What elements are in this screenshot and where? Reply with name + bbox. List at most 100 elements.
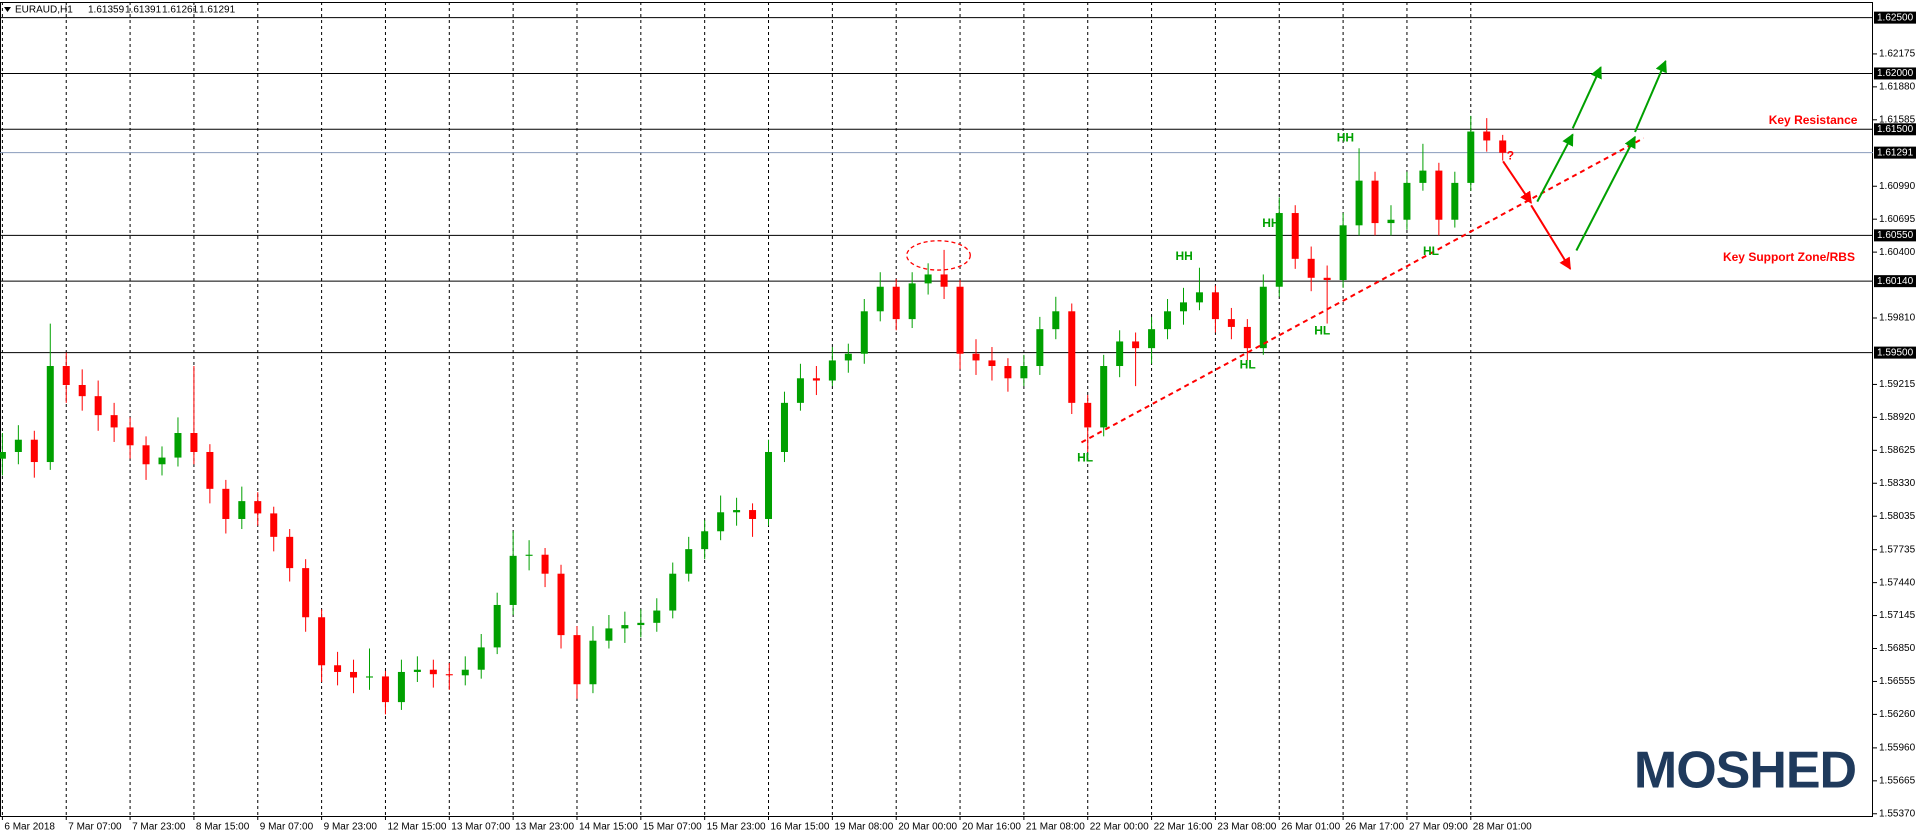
candle-body (908, 283, 916, 320)
candle-body (972, 353, 980, 361)
hl-label: HL (1077, 450, 1093, 464)
level-label: 1.59500 (1877, 347, 1914, 358)
candle-body (365, 676, 373, 678)
candle-body (573, 635, 581, 685)
y-tick-label: 1.59215 (1879, 379, 1916, 390)
level-box (1874, 229, 1916, 242)
candle-body (30, 439, 38, 463)
x-tick-label: 22 Mar 16:00 (1154, 822, 1213, 833)
candle-body (1179, 302, 1187, 312)
level-box (1874, 67, 1916, 80)
bullish-arrow (1634, 59, 1667, 133)
candle-body (1084, 402, 1092, 428)
question-mark: ? (1507, 149, 1514, 163)
bullish-arrow (1536, 133, 1574, 203)
candle-body (605, 628, 613, 641)
candle-body (1419, 170, 1427, 183)
candle-body (1004, 366, 1012, 379)
candle-body (0, 451, 6, 459)
candle-body (892, 286, 900, 320)
x-tick-label: 7 Mar 07:00 (68, 822, 122, 833)
candle-body (812, 378, 820, 381)
x-tick-label: 21 Mar 08:00 (1026, 822, 1085, 833)
y-tick-label: 1.59810 (1879, 313, 1916, 324)
bearish-arrow (1530, 204, 1572, 270)
candle-body (780, 402, 788, 452)
candle-body (142, 445, 150, 465)
candle-body (126, 427, 134, 446)
candle-body (525, 554, 533, 556)
candle-body (413, 669, 421, 672)
x-tick-label: 27 Mar 09:00 (1409, 822, 1468, 833)
candle-body (302, 568, 310, 618)
y-tick-label: 1.61585 (1879, 114, 1916, 125)
candle-body (956, 286, 964, 354)
candle-body (1100, 366, 1108, 428)
y-tick-label: 1.58625 (1879, 445, 1916, 456)
hh-label: HH (1337, 130, 1354, 144)
y-tick-label: 1.61880 (1879, 82, 1916, 93)
level-label: 1.60550 (1877, 230, 1914, 241)
bearish-arrow (1502, 160, 1532, 204)
candle-body (1483, 131, 1491, 141)
y-tick-label: 1.55960 (1879, 743, 1916, 754)
level-label: 1.62500 (1877, 12, 1914, 23)
candle-body (1195, 292, 1203, 303)
candle-body (206, 451, 214, 489)
axes: 6 Mar 2018 7 Mar 07:00 7 Mar 23:00 8 Mar 15… (1, 11, 1916, 833)
candles (0, 115, 1507, 715)
candle-body (509, 555, 517, 605)
candle-body (685, 549, 693, 574)
y-tick-label: 1.55665 (1879, 775, 1916, 786)
candle-body (701, 531, 709, 550)
candle-body (350, 671, 358, 678)
candle-body (1052, 311, 1060, 330)
candle-body (988, 360, 996, 367)
symbol: EURAUD,H1 (15, 5, 73, 16)
candle-body (844, 353, 852, 361)
candle-body (477, 647, 485, 670)
candle-body (1211, 292, 1219, 320)
candle-body (637, 622, 645, 626)
x-tick-label: 15 Mar 07:00 (643, 822, 702, 833)
candle-body (669, 573, 677, 611)
x-tick-label: 26 Mar 01:00 (1281, 822, 1340, 833)
candle-body (765, 451, 773, 519)
candle-body (924, 274, 932, 284)
candle-body (62, 366, 70, 385)
candle-body (381, 676, 389, 703)
x-tick-label: 15 Mar 23:00 (707, 822, 766, 833)
candle-body (1291, 213, 1299, 259)
candle-body (254, 501, 262, 514)
candle-body (1036, 329, 1044, 367)
x-tick-label: 16 Mar 15:00 (771, 822, 830, 833)
candle-body (1499, 140, 1507, 153)
candle-body (940, 274, 948, 287)
ohlc-value: 1.61291 (199, 5, 236, 16)
level-box (1874, 275, 1916, 288)
last-price-label: 1.61291 (1877, 147, 1914, 158)
level-label: 1.62000 (1877, 68, 1914, 79)
bullish-arrow (1571, 66, 1602, 129)
hh-label: HH (1262, 216, 1279, 230)
candle-body (334, 665, 342, 672)
candle-body (222, 488, 230, 519)
candle-body (1467, 131, 1475, 183)
candle-body (270, 513, 278, 537)
y-tick-label: 1.62175 (1879, 49, 1916, 60)
hh-label: HH (1175, 249, 1192, 263)
hl-label: HL (1423, 244, 1439, 258)
bullish-arrow (1575, 135, 1636, 251)
candle-body (286, 536, 294, 569)
level-label: 1.61500 (1877, 124, 1914, 135)
y-tick-label: 1.58920 (1879, 412, 1916, 423)
candle-body (1148, 329, 1156, 349)
candle-body (749, 510, 757, 519)
y-tick-label: 1.60695 (1879, 214, 1916, 225)
y-tick-label: 1.60400 (1879, 247, 1916, 258)
candle-body (1275, 213, 1283, 287)
candle-body (397, 671, 405, 703)
header: EURAUD,H1 1.61359 1.61391 1.61261 1.6129… (4, 5, 236, 16)
x-tick-label: 12 Mar 15:00 (387, 822, 446, 833)
candle-body (1132, 341, 1140, 349)
